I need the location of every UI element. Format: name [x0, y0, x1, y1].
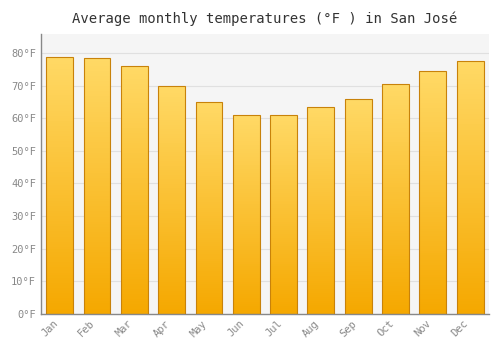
Bar: [270, 115, 297, 314]
Bar: [382, 84, 409, 314]
Title: Average monthly temperatures (°F ) in San José: Average monthly temperatures (°F ) in Sa…: [72, 11, 458, 26]
Bar: [196, 102, 222, 314]
Bar: [457, 61, 483, 314]
Bar: [345, 99, 372, 314]
Bar: [121, 66, 148, 314]
Bar: [46, 56, 73, 314]
Bar: [308, 107, 334, 314]
Bar: [158, 86, 185, 314]
Bar: [84, 58, 110, 314]
Bar: [420, 71, 446, 314]
Bar: [233, 115, 260, 314]
